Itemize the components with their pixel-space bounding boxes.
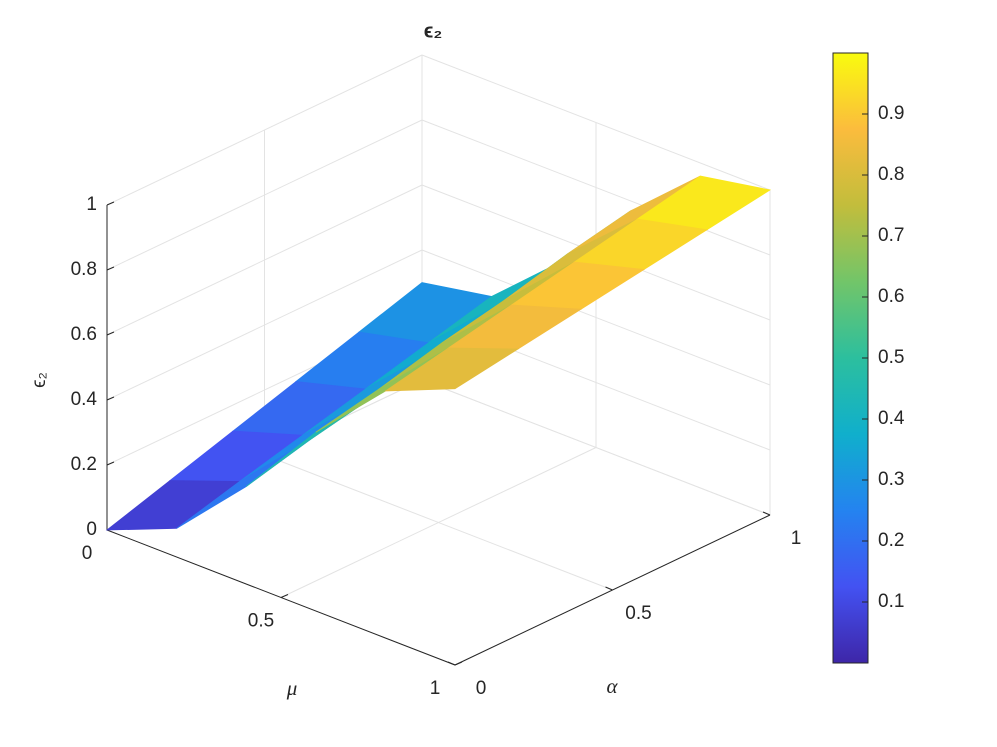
y-tick-label: 0.5 [625, 603, 651, 624]
x-tick [454, 661, 463, 666]
y-tick [447, 661, 456, 666]
grid-line [421, 379, 771, 516]
colorbar-tick-label: 0.2 [878, 530, 904, 551]
z-tick-label: 0.2 [71, 454, 97, 475]
z-tick-label: 0.4 [71, 389, 98, 410]
z-tick [106, 461, 115, 466]
colorbar-tick-label: 0.6 [878, 286, 904, 307]
colorbar-tick-label: 0.5 [878, 347, 904, 368]
y-axis-label: α [606, 674, 618, 698]
y-tick [605, 586, 613, 591]
y-tick-label: 1 [791, 528, 802, 549]
surface [105, 175, 772, 531]
chart-title: ϵ₂ [424, 20, 442, 42]
colorbar-tick-label: 0.7 [878, 225, 904, 246]
x-tick-label: 0.5 [248, 611, 274, 632]
y-tick [762, 511, 771, 516]
x-tick [280, 594, 289, 598]
z-tick [106, 396, 115, 401]
z-axis-label: ϵ₂ [29, 372, 50, 388]
colorbar-tick-label: 0.3 [878, 469, 904, 490]
z-tick-label: 0 [86, 519, 97, 540]
z-tick [106, 266, 115, 271]
x-axis-label: μ [286, 676, 298, 700]
colorbar-tick-label: 0.1 [878, 591, 904, 612]
z-tick [106, 201, 115, 206]
colorbar-tick-label: 0.4 [878, 408, 905, 429]
x-tick-label: 0 [82, 543, 93, 564]
y-tick-label: 0 [476, 678, 487, 699]
colorbar-tick-label: 0.9 [878, 103, 904, 124]
z-tick-label: 0.6 [71, 324, 97, 345]
z-tick-label: 1 [86, 194, 97, 215]
z-tick [106, 331, 115, 336]
surface-patch [384, 347, 520, 392]
grid-line [264, 454, 613, 591]
colorbar-tick-label: 0.8 [878, 164, 904, 185]
z-tick-label: 0.8 [71, 259, 97, 280]
surface-patch [105, 480, 241, 531]
x-tick-label: 1 [430, 678, 441, 699]
